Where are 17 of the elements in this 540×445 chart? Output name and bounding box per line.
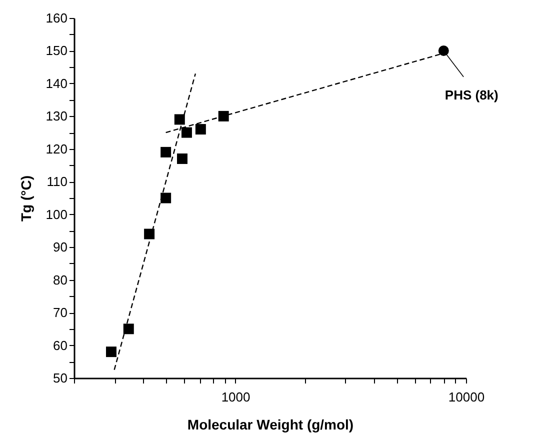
y-tick-label: 80 (53, 272, 68, 288)
y-tick-label: 120 (46, 141, 68, 156)
y-tick-label: 130 (46, 108, 68, 124)
x-tick-label: 10000 (448, 390, 485, 404)
y-tick-label: 150 (46, 43, 68, 58)
x-axis-title: Molecular Weight (g/mol) (187, 416, 354, 432)
y-tick-label: 70 (53, 305, 68, 320)
x-tick-label: 1000 (221, 390, 250, 404)
y-tick-label: 50 (53, 370, 68, 386)
y-tick-label: 140 (46, 76, 68, 91)
annotation: PHS (8k) (444, 88, 498, 103)
y-tick-label: 110 (46, 174, 68, 190)
y-tick-label: 60 (53, 338, 68, 353)
y-tick-label: 160 (46, 10, 68, 26)
y-axis-title: Tg (°C) (18, 175, 34, 222)
y-tick-label: 90 (53, 240, 68, 255)
y-tick-label: 100 (46, 206, 68, 222)
